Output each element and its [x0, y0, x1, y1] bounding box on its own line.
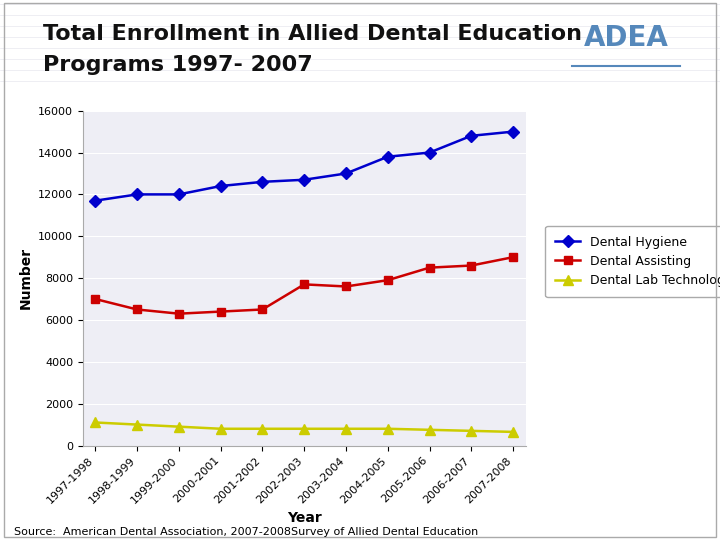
Dental Lab Technology — [426, 427, 434, 433]
Dental Assisting — [258, 306, 266, 313]
Text: Source:  American Dental Association, 2007-2008Survey of Allied Dental Education: Source: American Dental Association, 200… — [14, 527, 479, 537]
Text: ADEA: ADEA — [584, 24, 669, 52]
Dental Hygiene — [216, 183, 225, 189]
Line: Dental Assisting: Dental Assisting — [91, 253, 517, 318]
Dental Assisting — [216, 308, 225, 315]
Line: Dental Hygiene: Dental Hygiene — [91, 127, 517, 205]
Dental Hygiene — [342, 170, 351, 177]
Dental Lab Technology — [258, 426, 266, 432]
Dental Assisting — [467, 262, 476, 269]
Dental Lab Technology — [91, 419, 99, 426]
Dental Lab Technology — [216, 426, 225, 432]
Dental Lab Technology — [174, 423, 183, 430]
Text: Total Enrollment in Allied Dental Education: Total Enrollment in Allied Dental Educat… — [43, 24, 582, 44]
Dental Assisting — [384, 277, 392, 284]
Legend: Dental Hygiene, Dental Assisting, Dental Lab Technology: Dental Hygiene, Dental Assisting, Dental… — [545, 226, 720, 297]
Dental Lab Technology — [384, 426, 392, 432]
Dental Hygiene — [132, 191, 141, 198]
X-axis label: Year: Year — [287, 511, 322, 525]
Dental Hygiene — [258, 179, 266, 185]
Dental Lab Technology — [300, 426, 308, 432]
Dental Assisting — [132, 306, 141, 313]
Dental Hygiene — [91, 198, 99, 204]
Dental Assisting — [342, 283, 351, 289]
Dental Assisting — [174, 310, 183, 317]
Dental Lab Technology — [467, 428, 476, 434]
Dental Hygiene — [509, 129, 518, 135]
Text: American Dental Education Association: American Dental Education Association — [251, 93, 469, 103]
Dental Lab Technology — [509, 429, 518, 435]
Dental Hygiene — [300, 177, 308, 183]
Dental Lab Technology — [342, 426, 351, 432]
Dental Assisting — [300, 281, 308, 288]
Dental Assisting — [509, 254, 518, 260]
Dental Hygiene — [174, 191, 183, 198]
Dental Lab Technology — [132, 421, 141, 428]
Dental Assisting — [426, 265, 434, 271]
Dental Hygiene — [467, 132, 476, 139]
Line: Dental Lab Technology: Dental Lab Technology — [91, 417, 518, 437]
Dental Assisting — [91, 296, 99, 302]
Text: Programs 1997- 2007: Programs 1997- 2007 — [43, 55, 313, 75]
Dental Hygiene — [384, 153, 392, 160]
Y-axis label: Number: Number — [19, 247, 32, 309]
Dental Hygiene — [426, 149, 434, 156]
